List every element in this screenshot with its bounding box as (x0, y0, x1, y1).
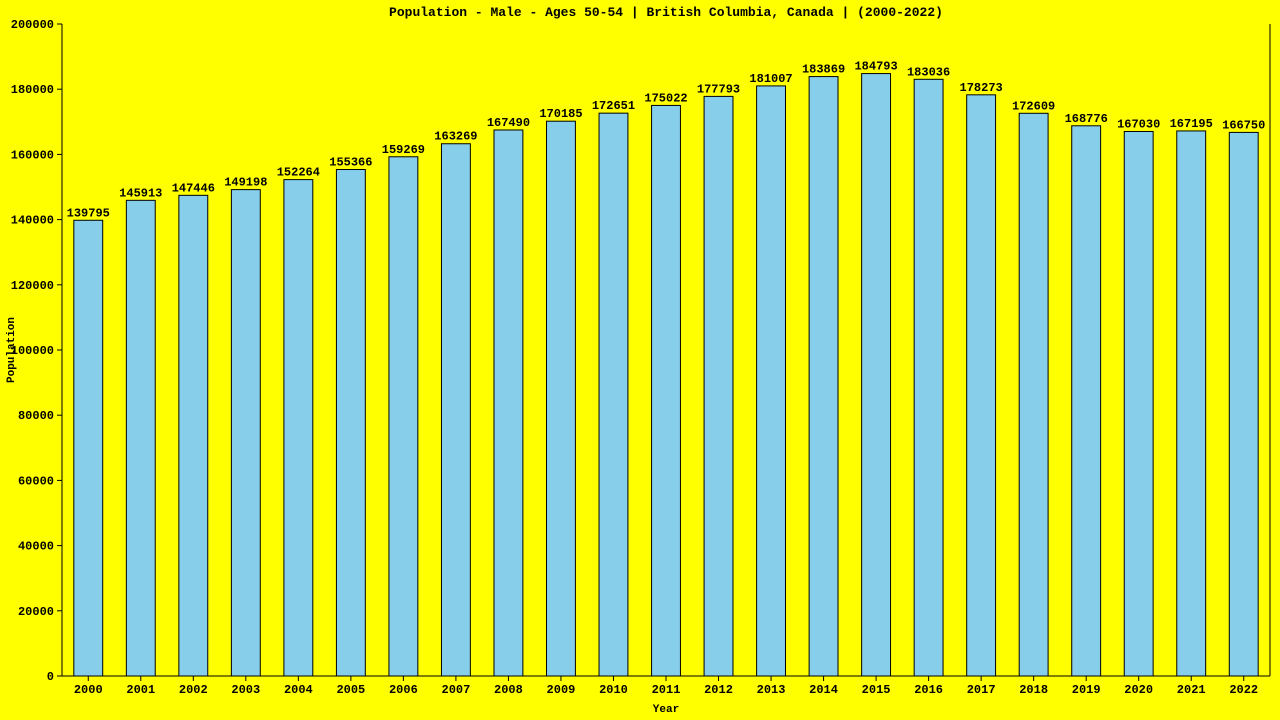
bar-value-label: 181007 (749, 72, 792, 86)
y-tick-label: 80000 (18, 409, 54, 423)
y-axis-label: Population (6, 317, 18, 383)
bar-value-label: 145913 (119, 186, 162, 200)
bar (809, 77, 838, 676)
bar-value-label: 147446 (172, 181, 215, 195)
bar-value-label: 183869 (802, 63, 845, 77)
x-tick-label: 2013 (757, 683, 786, 697)
bar-chart: 0200004000060000800001000001200001400001… (0, 0, 1280, 720)
bar (967, 95, 996, 676)
bar-value-label: 172651 (592, 99, 635, 113)
bar (1072, 126, 1101, 676)
bar-value-label: 175022 (644, 91, 687, 105)
bar (441, 144, 470, 676)
x-tick-label: 2005 (336, 683, 365, 697)
x-tick-label: 2018 (1019, 683, 1048, 697)
chart-title: Population - Male - Ages 50-54 | British… (389, 5, 943, 20)
x-tick-label: 2006 (389, 683, 418, 697)
x-tick-label: 2002 (179, 683, 208, 697)
bar-value-label: 172609 (1012, 99, 1055, 113)
y-tick-label: 160000 (11, 148, 54, 162)
x-axis-label: Year (653, 704, 679, 716)
x-tick-label: 2007 (442, 683, 471, 697)
bar (914, 79, 943, 676)
bar-value-label: 177793 (697, 82, 740, 96)
bar (284, 180, 313, 676)
x-tick-label: 2000 (74, 683, 103, 697)
bar-value-label: 163269 (434, 130, 477, 144)
bar (179, 195, 208, 676)
bar (231, 190, 260, 676)
x-tick-label: 2009 (547, 683, 576, 697)
bar-value-label: 170185 (539, 107, 582, 121)
bar (1229, 132, 1258, 676)
bar-value-label: 166750 (1222, 118, 1265, 132)
x-tick-label: 2015 (862, 683, 891, 697)
bar (652, 105, 681, 676)
bar (862, 74, 891, 676)
bar (547, 121, 576, 676)
y-tick-label: 20000 (18, 605, 54, 619)
x-tick-label: 2008 (494, 683, 523, 697)
x-tick-label: 2021 (1177, 683, 1206, 697)
bar-value-label: 155366 (329, 156, 372, 170)
x-tick-label: 2016 (914, 683, 943, 697)
y-tick-label: 120000 (11, 279, 54, 293)
x-tick-label: 2020 (1124, 683, 1153, 697)
bar (126, 200, 155, 676)
bar (757, 86, 786, 676)
bar (494, 130, 523, 676)
bar-value-label: 167490 (487, 116, 530, 130)
x-tick-label: 2001 (126, 683, 155, 697)
y-tick-label: 40000 (18, 540, 54, 554)
y-tick-label: 0 (47, 670, 54, 684)
x-tick-label: 2011 (652, 683, 681, 697)
bar (74, 220, 103, 676)
bar-value-label: 152264 (277, 166, 320, 180)
y-tick-label: 60000 (18, 474, 54, 488)
bar (704, 96, 733, 676)
bar-value-label: 178273 (960, 81, 1003, 95)
y-tick-label: 180000 (11, 83, 54, 97)
bar-value-label: 149198 (224, 176, 267, 190)
x-tick-label: 2017 (967, 683, 996, 697)
bar-value-label: 167195 (1170, 117, 1213, 131)
bar (389, 157, 418, 676)
x-tick-label: 2003 (231, 683, 260, 697)
x-tick-label: 2019 (1072, 683, 1101, 697)
bar (1124, 131, 1153, 676)
bar (336, 170, 365, 676)
bar-value-label: 184793 (854, 60, 897, 74)
y-tick-label: 200000 (11, 18, 54, 32)
bar-value-label: 139795 (67, 206, 110, 220)
bar (1177, 131, 1206, 676)
bar (599, 113, 628, 676)
bar-value-label: 183036 (907, 65, 950, 79)
x-tick-label: 2010 (599, 683, 628, 697)
bar-value-label: 168776 (1065, 112, 1108, 126)
x-tick-label: 2014 (809, 683, 838, 697)
bar (1019, 113, 1048, 676)
x-tick-label: 2022 (1229, 683, 1258, 697)
y-tick-label: 140000 (11, 214, 54, 228)
x-tick-label: 2004 (284, 683, 313, 697)
bar-value-label: 167030 (1117, 117, 1160, 131)
bar-value-label: 159269 (382, 143, 425, 157)
chart-container: 0200004000060000800001000001200001400001… (0, 0, 1280, 720)
x-tick-label: 2012 (704, 683, 733, 697)
